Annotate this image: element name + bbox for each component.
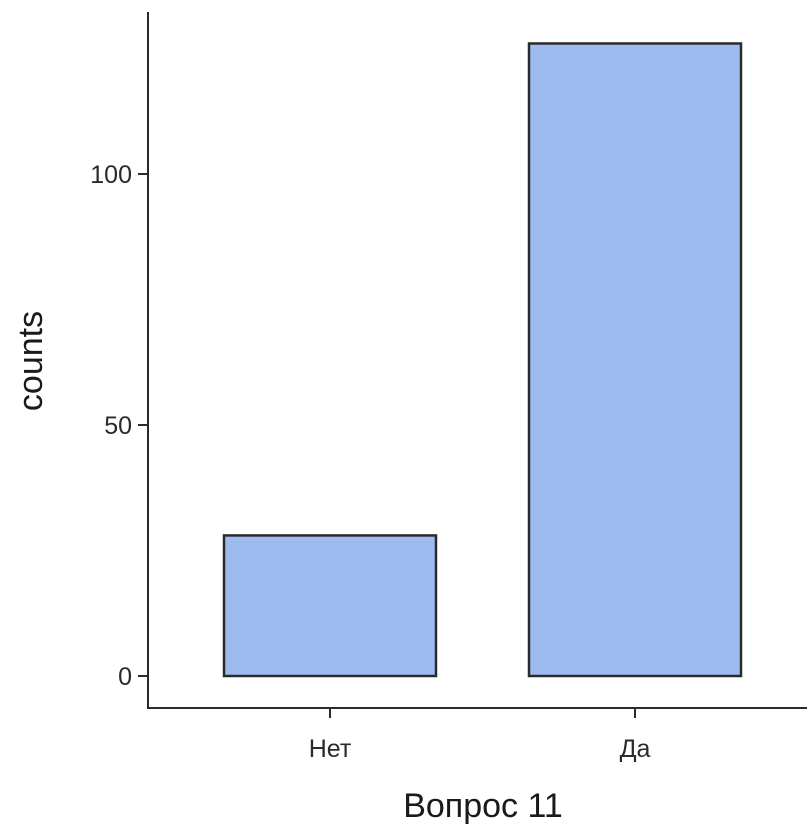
x-tick-label: Нет [309,735,352,763]
y-tick-label: 50 [104,412,132,440]
bar-1 [527,42,743,678]
y-tick-label: 100 [90,161,132,189]
y-axis-title: counts [12,311,50,411]
bar-0 [222,534,438,678]
x-axis-title: Вопрос 11 [403,787,563,825]
y-axis-ticks: 0 50 100 [90,161,148,691]
x-axis-ticks: Нет Да [309,708,651,763]
y-tick-label: 0 [118,663,132,691]
bars-group [222,42,743,678]
x-tick-label: Да [620,735,651,763]
